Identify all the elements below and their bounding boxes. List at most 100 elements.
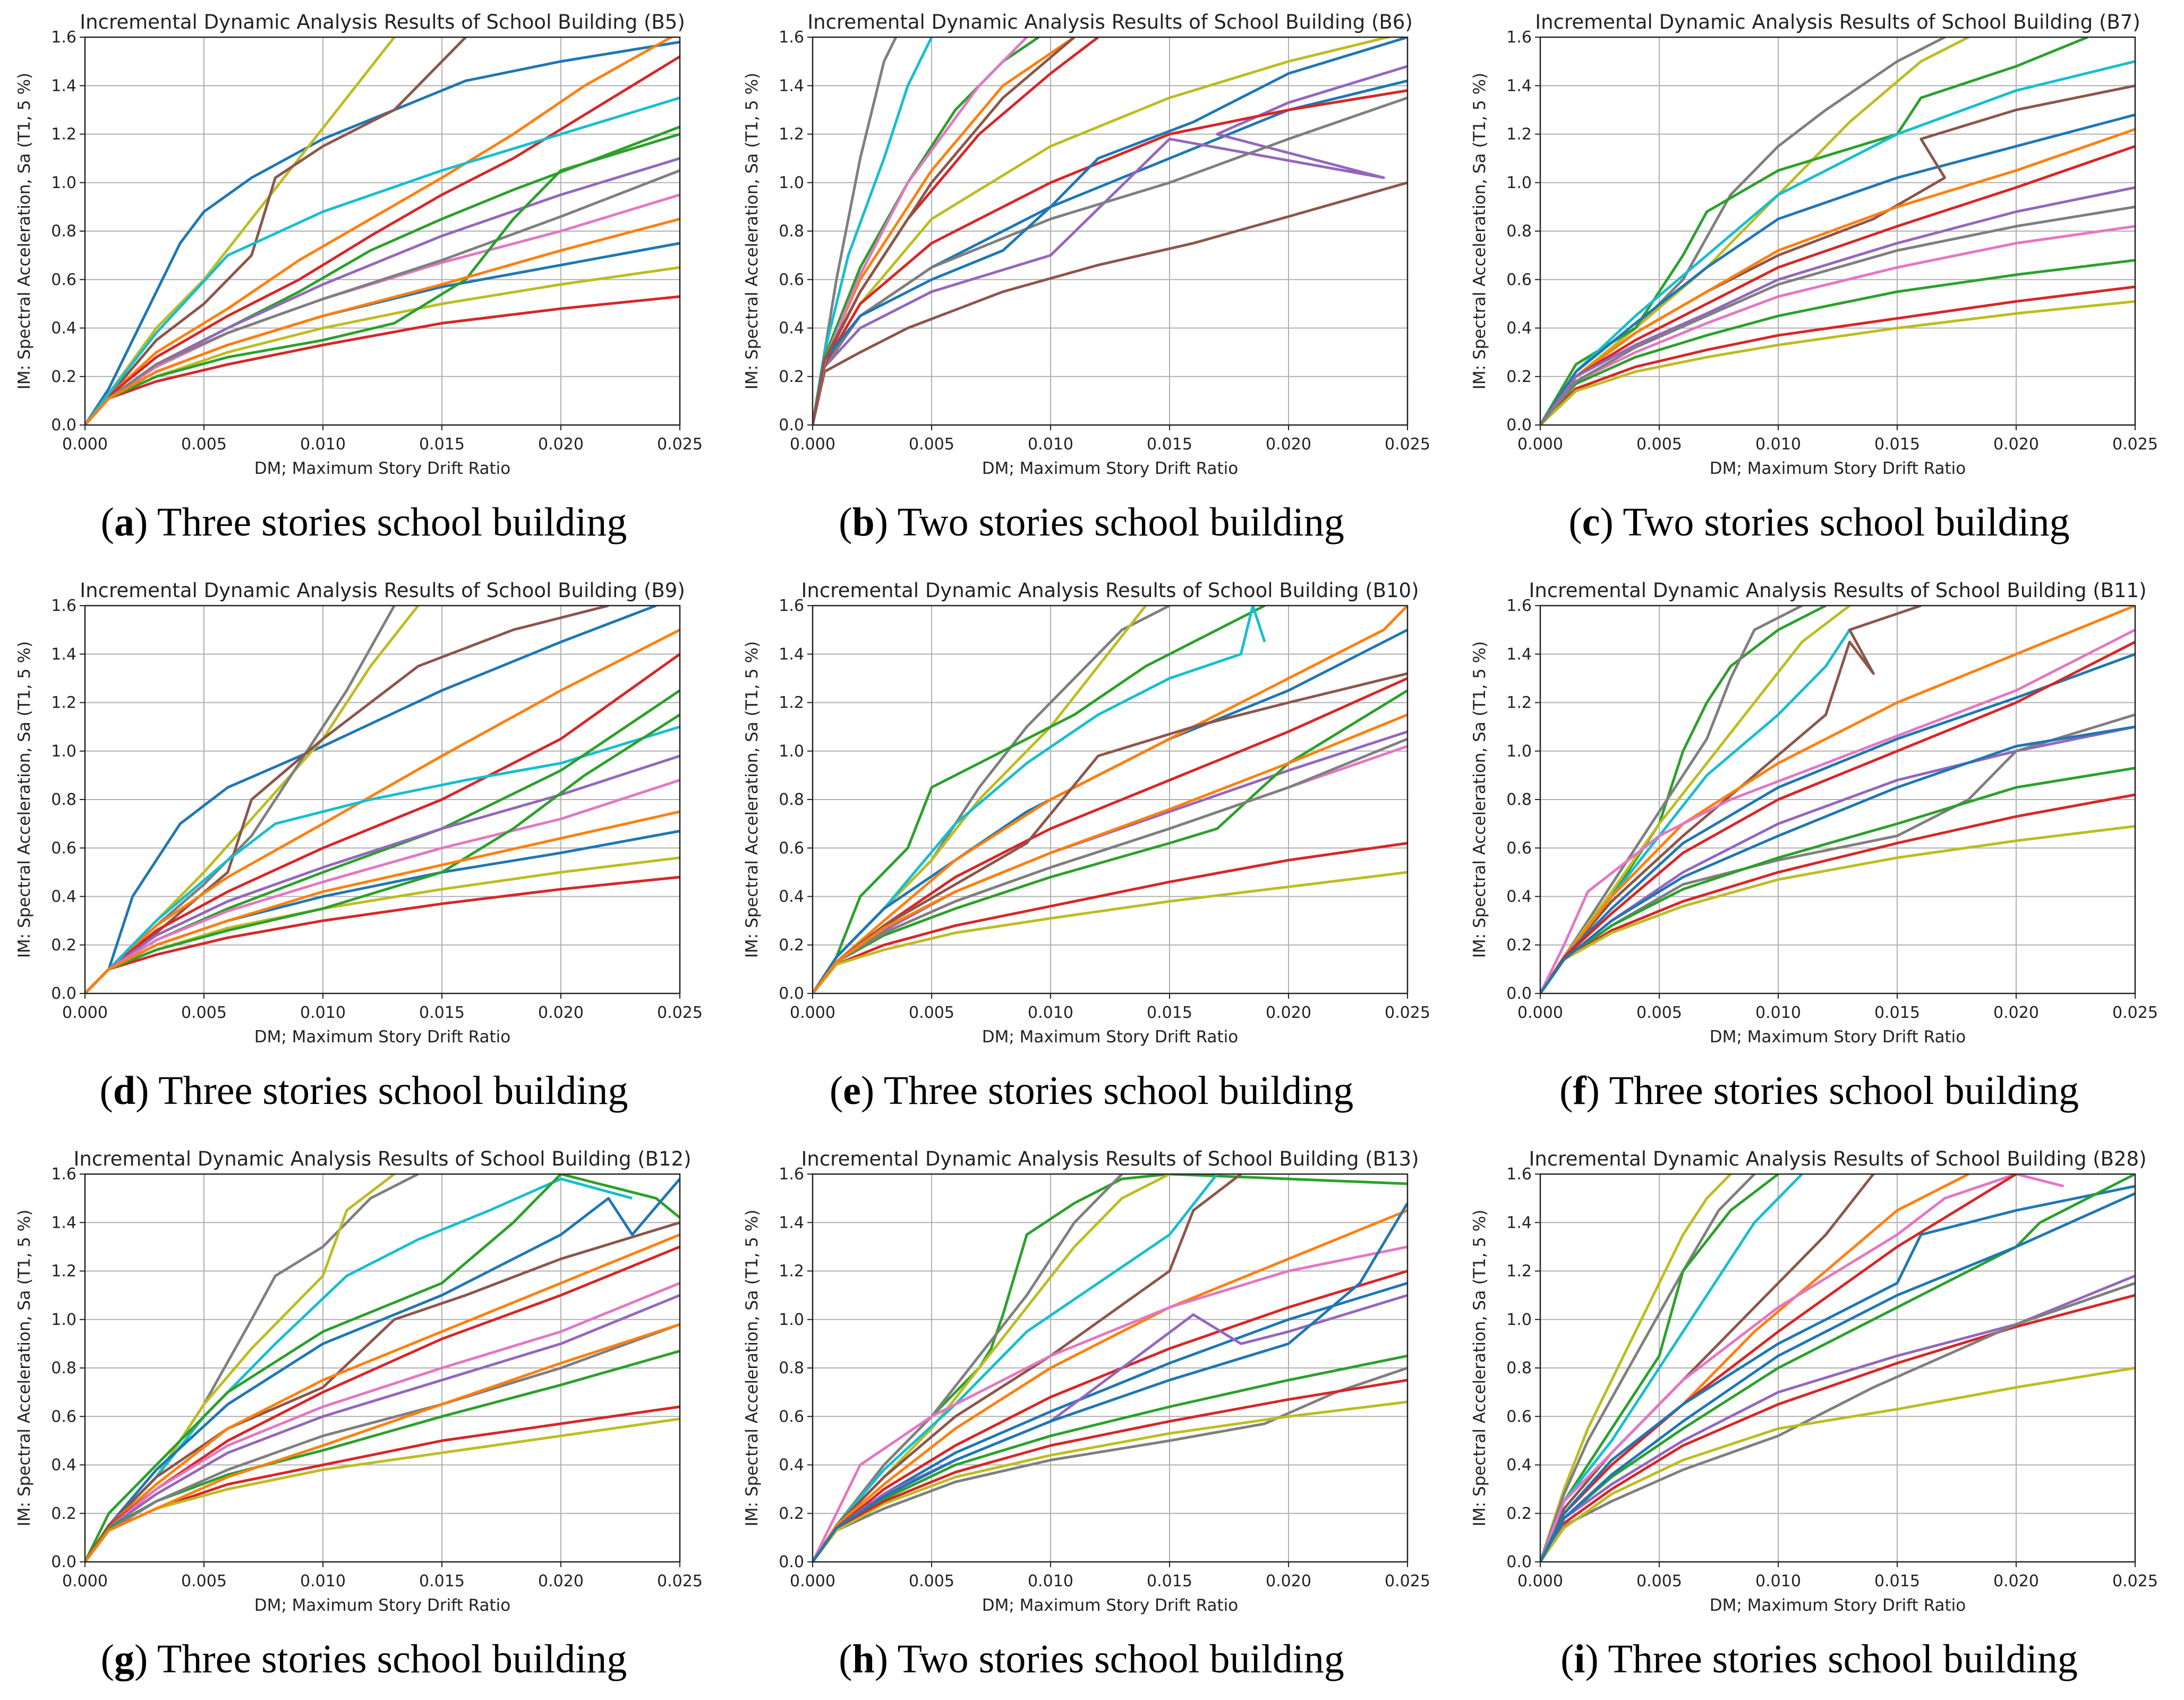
series-line-14 [85,133,680,425]
x-tick-label: 0.000 [62,1572,108,1591]
x-axis-label: DM; Maximum Story Drift Ratio [1710,1027,1966,1047]
series-line-1 [1540,1174,1732,1562]
y-tick-label: 0.6 [51,839,76,857]
y-tick-label: 0.8 [1506,222,1532,241]
series-line-14 [1540,205,2135,425]
y-tick-label: 1.4 [779,645,804,664]
chart-panel-b: 0.000 0.005 0.010 0.015 0.020 0.025 0.0 0.2 0.4 0… [728,0,1455,563]
panel-caption-text: Two stories school building [1623,500,2070,545]
y-tick-label: 0.8 [1506,1359,1532,1378]
series-group [1540,37,2135,425]
panel-caption-text: Two stories school building [897,500,1344,545]
x-tick-label: 0.000 [790,1004,835,1022]
x-tick-label: 0.020 [1266,1004,1311,1022]
y-tick-label: 0.2 [1506,1504,1532,1523]
series-line-11 [1540,713,2135,993]
series-line-15 [85,810,680,993]
x-tick-label: 0.005 [181,1572,227,1591]
series-line-4 [1540,629,1851,993]
series-line-4 [1540,60,2135,425]
y-tick-label: 1.6 [779,28,804,47]
series-line-13 [85,876,680,993]
y-tick-label: 1.2 [51,125,76,144]
series-line-15 [85,217,680,425]
x-tick-label: 0.020 [538,1004,584,1022]
series-line-5 [85,1178,680,1562]
plot-frame [1539,605,2136,994]
plot-frame [812,1173,1409,1563]
x-axis-label: DM; Maximum Story Drift Ratio [254,459,510,478]
chart-title: Incremental Dynamic Analysis Results of … [80,579,685,602]
chart-title: Incremental Dynamic Analysis Results of … [1535,11,2140,33]
x-tick-label: 0.015 [419,1004,465,1022]
y-axis-label: IM: Spectral Acceleration, Sa (T1, 5 %) [15,73,34,389]
panel-letter: g [114,1637,134,1681]
y-tick-label: 0.6 [1506,1407,1532,1426]
y-tick-label: 1.6 [51,28,76,47]
x-tick-label: 0.010 [1755,1572,1801,1591]
chart-title: Incremental Dynamic Analysis Results of … [801,579,1419,602]
y-tick-label: 0.4 [1506,319,1532,338]
series-line-8 [85,689,680,993]
x-axis-label: DM; Maximum Story Drift Ratio [254,1596,510,1615]
series-line-5 [1540,113,2135,425]
series-line-2 [1540,1174,1755,1562]
panel-caption-text: Three stories school building [1609,1068,2079,1113]
x-axis-label: DM; Maximum Story Drift Ratio [254,1027,510,1047]
chart-svg: 0.000 0.005 0.010 0.015 0.020 0.025 0.0 0.2 0.4 0… [15,11,703,478]
chart-svg: 0.000 0.005 0.010 0.015 0.020 0.025 0.0 0.2 0.4 0… [15,579,703,1047]
y-axis-label: IM: Spectral Acceleration, Sa (T1, 5 %) [743,641,762,958]
series-line-7 [85,725,680,993]
x-axis-label: DM; Maximum Story Drift Ratio [1710,1596,1966,1615]
series-group [85,1174,680,1562]
y-tick-label: 1.4 [1506,645,1532,664]
series-group [85,37,680,425]
y-tick-label: 0.8 [51,790,76,809]
x-tick-label: 0.025 [657,435,703,454]
y-tick-label: 1.2 [1506,1262,1532,1281]
panel-caption-text: Three stories school building [157,1637,627,1681]
y-tick-label: 1.4 [51,76,76,95]
y-axis-label: IM: Spectral Acceleration, Sa (T1, 5 %) [1470,1210,1489,1526]
x-tick-label: 0.020 [538,435,584,454]
y-tick-label: 0.8 [779,222,804,241]
x-tick-label: 0.020 [1993,435,2039,454]
y-tick-label: 0.4 [51,888,76,906]
chart-svg: 0.000 0.005 0.010 0.015 0.020 0.025 0.0 0.2 0.4 0… [743,11,1430,478]
series-line-3 [813,606,1266,993]
chart-svg: 0.000 0.005 0.010 0.015 0.020 0.025 0.0 0.2 0.4 0… [1470,1148,2158,1615]
y-axis-label: IM: Spectral Acceleration, Sa (T1, 5 %) [1470,73,1489,389]
series-line-15 [813,713,1407,993]
series-line-11 [813,89,1407,425]
chart-title: Incremental Dynamic Analysis Results of … [1529,1148,2146,1170]
x-tick-label: 0.010 [300,1004,346,1022]
x-tick-label: 0.015 [1874,435,1920,454]
series-line-13 [1540,1281,2135,1562]
panel-letter: d [113,1068,136,1113]
x-tick-label: 0.015 [1874,1572,1920,1591]
series-line-8 [1540,641,2135,993]
series-line-9 [1540,186,2135,425]
chart-panel-i: 0.000 0.005 0.010 0.015 0.020 0.025 0.0 0.2 0.4 0… [1455,1137,2183,1700]
y-tick-label: 1.0 [779,742,804,761]
y-tick-label: 0.6 [779,839,804,857]
y-tick-label: 1.4 [779,1213,804,1232]
y-tick-label: 1.4 [1506,76,1532,95]
y-tick-label: 0.0 [779,1553,804,1571]
y-tick-label: 0.4 [779,888,804,906]
x-tick-label: 0.025 [2112,1004,2158,1022]
y-tick-label: 1.6 [779,597,804,615]
x-axis-label: DM; Maximum Story Drift Ratio [1710,459,1966,478]
y-tick-label: 1.0 [779,174,804,192]
y-tick-label: 0.4 [779,1456,804,1475]
panel-caption-text: Two stories school building [897,1637,1344,1681]
x-tick-label: 0.020 [1266,1572,1311,1591]
panel-letter: h [852,1637,875,1681]
y-tick-label: 0.0 [779,416,804,435]
x-tick-label: 0.020 [1266,435,1311,454]
y-tick-label: 0.2 [1506,936,1532,955]
y-tick-label: 1.0 [779,1311,804,1329]
panel-letter: i [1574,1637,1585,1681]
series-line-6 [1540,606,2135,993]
x-tick-label: 0.010 [1755,435,1801,454]
